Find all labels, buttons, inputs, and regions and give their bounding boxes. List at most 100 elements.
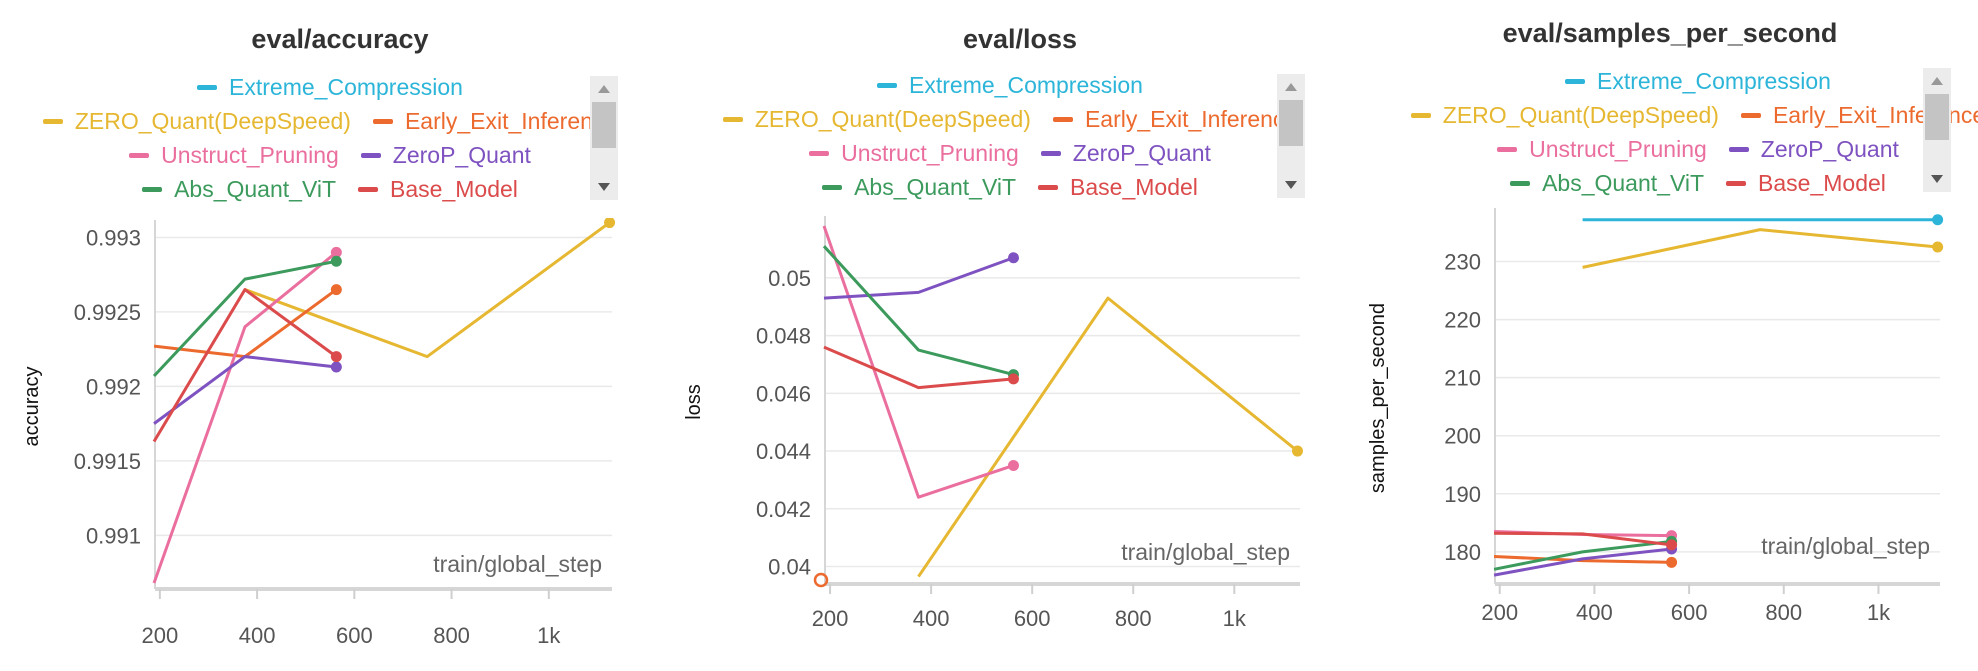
y-tick-label: 220 bbox=[1444, 308, 1481, 333]
y-tick-label: 0.046 bbox=[756, 381, 811, 406]
y-tick-label: 0.992 bbox=[86, 374, 141, 399]
legend-swatch bbox=[1728, 146, 1749, 152]
legend-row: Extreme_Compression bbox=[60, 72, 600, 102]
series-endpoint-zero_quant(deepspeed) bbox=[604, 218, 616, 229]
series-endpoint-zero_quant(deepspeed) bbox=[1291, 445, 1303, 457]
series-line-zerop_quant bbox=[823, 256, 1014, 300]
series-group bbox=[152, 218, 616, 584]
scroll-down-arrow-icon[interactable] bbox=[590, 174, 618, 200]
x-tick-label: 1k bbox=[537, 623, 561, 648]
scroll-thumb[interactable] bbox=[1279, 100, 1303, 146]
legend-label: Extreme_Compression bbox=[1597, 67, 1831, 94]
legend-item[interactable]: Extreme_Compression bbox=[877, 72, 1143, 99]
series-line-unstruct_pruning bbox=[152, 251, 338, 584]
legend-row: Abs_Quant_ViT Base_Model bbox=[1408, 168, 1978, 198]
legend-swatch bbox=[722, 116, 743, 122]
legend-swatch bbox=[1497, 146, 1518, 152]
legend-scrollbar[interactable] bbox=[1277, 74, 1305, 198]
legend-item[interactable]: Early_Exit_Inference bbox=[1052, 106, 1297, 133]
series-line-abs_quant_vit bbox=[822, 245, 1014, 377]
x-tick-label: 400 bbox=[1576, 600, 1613, 625]
legend-swatch bbox=[809, 150, 830, 156]
legend-item[interactable]: ZERO_Quant(DeepSpeed) bbox=[42, 108, 351, 135]
y-axis-label: accuracy bbox=[21, 366, 43, 446]
legend-item[interactable]: Abs_Quant_ViT bbox=[142, 176, 336, 203]
legend-row: Unstruct_Pruning ZeroP_Quant bbox=[732, 138, 1288, 168]
x-tick-label: 800 bbox=[433, 623, 470, 648]
legend-swatch bbox=[1052, 116, 1073, 122]
y-tick-label: 0.9915 bbox=[74, 449, 141, 474]
legend-label: ZeroP_Quant bbox=[1760, 135, 1899, 162]
y-tick-label: 0.9925 bbox=[74, 300, 141, 325]
legend-item[interactable]: Unstruct_Pruning bbox=[129, 142, 339, 169]
legend-swatch bbox=[358, 186, 379, 192]
legend-item[interactable]: Extreme_Compression bbox=[197, 74, 463, 101]
legend-swatch bbox=[1740, 112, 1761, 118]
legend-scrollbar[interactable] bbox=[1923, 68, 1951, 192]
x-axis-label: train/global_step bbox=[433, 551, 602, 577]
legend-item[interactable]: Base_Model bbox=[358, 176, 518, 203]
series-line-zero_quant(deepspeed) bbox=[917, 296, 1299, 578]
legend-row: Abs_Quant_ViT Base_Model bbox=[732, 172, 1288, 202]
series-line-zero_quant(deepspeed) bbox=[1582, 228, 1938, 269]
chart-title: eval/accuracy bbox=[251, 24, 429, 54]
scroll-up-arrow-icon[interactable] bbox=[1923, 68, 1951, 94]
x-tick-label: 1k bbox=[1867, 600, 1891, 625]
legend-label: Abs_Quant_ViT bbox=[1542, 169, 1705, 196]
legend-label: Abs_Quant_ViT bbox=[854, 173, 1017, 200]
legend-label: Unstruct_Pruning bbox=[1529, 135, 1707, 162]
legend-label: ZeroP_Quant bbox=[392, 141, 531, 168]
legend-item[interactable]: Abs_Quant_ViT bbox=[1510, 170, 1704, 197]
legend-swatch bbox=[1510, 180, 1531, 186]
series-group bbox=[1493, 214, 1944, 577]
legend-swatch bbox=[197, 84, 218, 90]
x-tick-label: 800 bbox=[1115, 606, 1152, 631]
legend-item[interactable]: Abs_Quant_ViT bbox=[822, 174, 1016, 201]
y-tick-label: 200 bbox=[1444, 424, 1481, 449]
series-line-abs_quant_vit bbox=[1493, 539, 1672, 571]
accuracy-panel: eval/accuracy Extreme_Compression ZERO_Qu… bbox=[0, 0, 620, 671]
x-tick-label: 800 bbox=[1765, 600, 1802, 625]
scroll-up-arrow-icon[interactable] bbox=[590, 76, 618, 102]
legend-item[interactable]: Extreme_Compression bbox=[1565, 68, 1831, 95]
legend-row: Unstruct_Pruning ZeroP_Quant bbox=[1408, 134, 1978, 164]
series-line-zero_quant(deepspeed) bbox=[244, 221, 611, 359]
legend-item[interactable]: Base_Model bbox=[1726, 170, 1886, 197]
series-line-unstruct_pruning bbox=[822, 225, 1014, 499]
y-axis-label: loss bbox=[683, 384, 705, 420]
legend-scrollbar[interactable] bbox=[590, 76, 618, 200]
scroll-down-arrow-icon[interactable] bbox=[1277, 172, 1305, 198]
legend-item[interactable]: Base_Model bbox=[1038, 174, 1198, 201]
x-tick-label: 600 bbox=[1671, 600, 1708, 625]
legend-item[interactable]: ZeroP_Quant bbox=[1728, 135, 1899, 163]
legend-item[interactable]: Early_Exit_Inference bbox=[372, 108, 617, 135]
scroll-thumb[interactable] bbox=[1925, 94, 1949, 140]
series-line-abs_quant_vit bbox=[152, 259, 337, 377]
series-endpoint-zero_quant(deepspeed) bbox=[1932, 241, 1944, 253]
legend-item[interactable]: ZeroP_Quant bbox=[1040, 140, 1211, 167]
series-endpoint-early_exit_inference bbox=[330, 284, 342, 296]
legend-label: Extreme_Compression bbox=[909, 71, 1143, 98]
x-tick-label: 200 bbox=[142, 623, 179, 648]
plot-area: 0.991 0.9915 0.992 0.9925 0.993 200 400 600 800 1… bbox=[21, 218, 616, 648]
loss-panel: eval/loss Extreme_Compression ZERO_Quant(… bbox=[670, 0, 1310, 671]
legend-item[interactable]: ZeroP_Quant bbox=[360, 141, 531, 169]
legend-item[interactable]: ZERO_Quant(DeepSpeed) bbox=[722, 106, 1031, 133]
x-tick-label: 400 bbox=[239, 623, 276, 648]
series-endpoint-extreme_compression bbox=[1932, 214, 1944, 226]
legend: Extreme_Compression ZERO_Quant(DeepSpeed)… bbox=[1408, 66, 1978, 206]
scroll-thumb[interactable] bbox=[592, 102, 616, 148]
legend-item[interactable]: ZERO_Quant(DeepSpeed) bbox=[1410, 102, 1719, 129]
y-tick-label: 0.048 bbox=[756, 324, 811, 349]
series-line-early_exit_inference bbox=[1493, 555, 1672, 564]
scroll-down-arrow-icon[interactable] bbox=[1923, 166, 1951, 192]
scroll-up-arrow-icon[interactable] bbox=[1277, 74, 1305, 100]
legend-label: Unstruct_Pruning bbox=[161, 141, 339, 168]
legend-swatch bbox=[1038, 184, 1059, 190]
x-tick-label: 600 bbox=[1014, 606, 1051, 631]
legend: Extreme_Compression ZERO_Quant(DeepSpeed)… bbox=[42, 72, 617, 212]
legend-item[interactable]: Unstruct_Pruning bbox=[1497, 136, 1707, 163]
series-line-zerop_quant bbox=[1493, 547, 1672, 577]
legend-swatch bbox=[372, 118, 393, 124]
legend-item[interactable]: Unstruct_Pruning bbox=[809, 140, 1019, 167]
